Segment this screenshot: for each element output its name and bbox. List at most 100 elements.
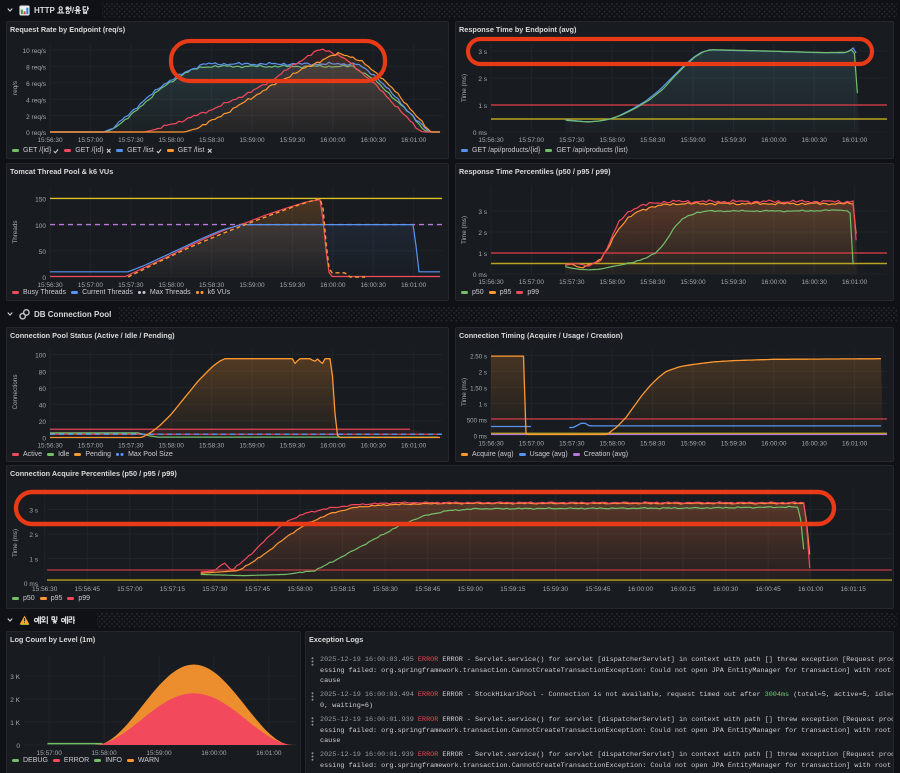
svg-text:16:01:00: 16:01:00: [401, 443, 427, 450]
svg-text:0: 0: [42, 275, 46, 282]
svg-text:15:57:30: 15:57:30: [559, 137, 585, 144]
svg-text:15:59:30: 15:59:30: [543, 586, 569, 593]
svg-text:15:58:00: 15:58:00: [159, 137, 185, 144]
svg-text:15:57:15: 15:57:15: [160, 586, 186, 593]
svg-text:16:00:30: 16:00:30: [713, 586, 739, 593]
svg-text:Time (ms): Time (ms): [461, 378, 468, 406]
svg-text:100: 100: [35, 353, 46, 360]
svg-text:15:57:00: 15:57:00: [117, 586, 143, 593]
svg-text:16:00:30: 16:00:30: [361, 137, 387, 144]
svg-text:15:58:30: 15:58:30: [640, 137, 666, 144]
svg-text:16:00:30: 16:00:30: [802, 279, 828, 286]
svg-text:16:00:00: 16:00:00: [628, 586, 654, 593]
svg-text:15:58:00: 15:58:00: [287, 586, 313, 593]
svg-text:15:56:30: 15:56:30: [37, 443, 63, 450]
svg-text:15:59:45: 15:59:45: [585, 586, 611, 593]
svg-text:15:59:30: 15:59:30: [721, 137, 747, 144]
svg-text:15:58:30: 15:58:30: [199, 137, 225, 144]
svg-text:15:57:30: 15:57:30: [202, 586, 228, 593]
svg-text:60: 60: [39, 386, 47, 393]
svg-text:15:59:00: 15:59:00: [239, 137, 265, 144]
svg-text:16:00:00: 16:00:00: [320, 137, 346, 144]
svg-text:15:56:30: 15:56:30: [478, 441, 504, 448]
svg-text:0 ms: 0 ms: [474, 434, 487, 441]
svg-text:15:57:45: 15:57:45: [245, 586, 271, 593]
svg-text:16:01:00: 16:01:00: [842, 279, 868, 286]
svg-text:15:56:30: 15:56:30: [37, 282, 63, 289]
svg-text:15:59:00: 15:59:00: [680, 279, 706, 286]
svg-text:15:58:30: 15:58:30: [199, 443, 225, 450]
svg-text:15:58:00: 15:58:00: [159, 282, 185, 289]
svg-text:150: 150: [35, 197, 46, 204]
svg-text:15:56:30: 15:56:30: [478, 279, 504, 286]
svg-text:16:01:00: 16:01:00: [842, 137, 868, 144]
svg-text:16:00:00: 16:00:00: [761, 441, 787, 448]
svg-text:req/s: req/s: [12, 81, 19, 95]
svg-text:20: 20: [39, 419, 47, 426]
svg-text:2 K: 2 K: [10, 697, 20, 704]
svg-text:15:57:30: 15:57:30: [118, 443, 144, 450]
svg-text:15:58:30: 15:58:30: [640, 279, 666, 286]
svg-text:2.50 s: 2.50 s: [470, 354, 487, 361]
svg-text:15:58:30: 15:58:30: [640, 441, 666, 448]
svg-text:15:57:30: 15:57:30: [118, 282, 144, 289]
svg-text:1 s: 1 s: [478, 251, 487, 258]
svg-text:0 ms: 0 ms: [473, 130, 488, 137]
svg-text:15:56:30: 15:56:30: [478, 137, 504, 144]
svg-text:16:00:15: 16:00:15: [670, 586, 696, 593]
svg-text:16:00:00: 16:00:00: [201, 750, 227, 757]
svg-text:15:58:45: 15:58:45: [415, 586, 441, 593]
svg-text:2 s: 2 s: [478, 230, 487, 237]
svg-text:Threads: Threads: [12, 220, 19, 243]
svg-text:16:01:00: 16:01:00: [256, 750, 282, 757]
svg-text:6 req/s: 6 req/s: [26, 81, 47, 88]
svg-text:15:59:00: 15:59:00: [239, 282, 265, 289]
svg-text:1 s: 1 s: [479, 402, 487, 409]
svg-text:15:57:30: 15:57:30: [559, 441, 585, 448]
svg-text:15:57:00: 15:57:00: [78, 443, 104, 450]
svg-text:16:00:45: 16:00:45: [755, 586, 781, 593]
svg-text:15:56:45: 15:56:45: [75, 586, 101, 593]
svg-text:15:57:00: 15:57:00: [519, 137, 545, 144]
svg-text:15:59:00: 15:59:00: [146, 750, 172, 757]
svg-text:15:57:00: 15:57:00: [78, 282, 104, 289]
svg-text:2 s: 2 s: [29, 532, 38, 539]
svg-text:15:57:00: 15:57:00: [37, 750, 63, 757]
svg-text:15:58:00: 15:58:00: [159, 443, 185, 450]
svg-text:80: 80: [39, 369, 47, 376]
svg-text:16:00:30: 16:00:30: [802, 137, 828, 144]
svg-text:3 s: 3 s: [29, 508, 38, 515]
svg-text:15:57:30: 15:57:30: [559, 279, 585, 286]
svg-text:15:59:00: 15:59:00: [680, 441, 706, 448]
svg-text:3 K: 3 K: [10, 674, 20, 681]
svg-text:15:58:30: 15:58:30: [372, 586, 398, 593]
svg-text:0 ms: 0 ms: [473, 272, 488, 279]
svg-text:Time (ms): Time (ms): [461, 216, 468, 244]
svg-text:16:00:00: 16:00:00: [320, 282, 346, 289]
svg-text:1.50 s: 1.50 s: [470, 386, 487, 393]
svg-text:16:01:00: 16:01:00: [401, 137, 427, 144]
svg-text:15:57:00: 15:57:00: [78, 137, 104, 144]
svg-text:16:01:00: 16:01:00: [798, 586, 824, 593]
svg-text:Time (ms): Time (ms): [12, 529, 19, 557]
svg-text:2 s: 2 s: [478, 76, 487, 83]
svg-text:0 ms: 0 ms: [24, 581, 39, 588]
svg-text:15:58:30: 15:58:30: [199, 282, 225, 289]
svg-text:16:01:00: 16:01:00: [842, 441, 868, 448]
svg-text:16:00:30: 16:00:30: [361, 282, 387, 289]
svg-text:15:57:00: 15:57:00: [519, 441, 545, 448]
svg-text:15:59:30: 15:59:30: [280, 282, 306, 289]
svg-text:0: 0: [42, 436, 46, 443]
svg-text:15:59:00: 15:59:00: [680, 137, 706, 144]
svg-text:2 s: 2 s: [479, 370, 487, 377]
svg-text:3 s: 3 s: [478, 209, 487, 216]
svg-text:16:00:00: 16:00:00: [761, 279, 787, 286]
svg-text:16:00:00: 16:00:00: [761, 137, 787, 144]
svg-text:50: 50: [39, 249, 47, 256]
svg-text:15:57:30: 15:57:30: [118, 137, 144, 144]
svg-text:16:00:00: 16:00:00: [320, 443, 346, 450]
svg-text:15:59:30: 15:59:30: [280, 137, 306, 144]
svg-text:100: 100: [35, 223, 46, 230]
svg-text:0: 0: [16, 743, 20, 750]
svg-text:0 req/s: 0 req/s: [26, 130, 47, 137]
